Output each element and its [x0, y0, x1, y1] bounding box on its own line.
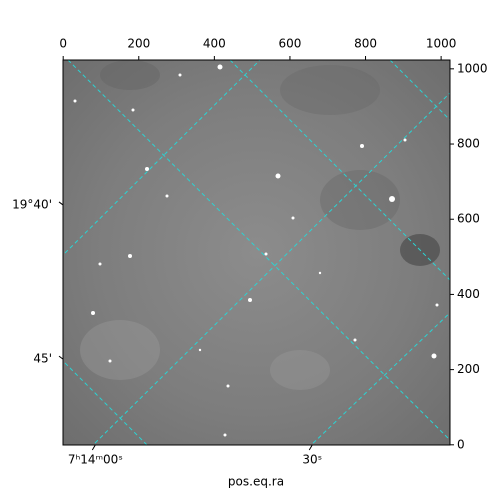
- y-tick-label: 0: [457, 437, 465, 451]
- grid-line: [63, 360, 148, 445]
- x-tick-label: 800: [354, 37, 377, 51]
- dec-tick: [58, 201, 64, 206]
- ra-tick: [91, 444, 96, 451]
- dec-tick: [58, 355, 64, 360]
- grid-line: [310, 312, 450, 445]
- grid-line: [67, 60, 450, 441]
- x-tick-label: 600: [278, 37, 301, 51]
- y-tick-label: 800: [457, 137, 480, 151]
- grid-line: [63, 60, 261, 256]
- sky-image: [63, 60, 450, 445]
- grid-line: [229, 60, 450, 281]
- y-tick-label: 400: [457, 287, 480, 301]
- x-tick-label: 200: [127, 37, 150, 51]
- x-tick-label: 0: [59, 37, 67, 51]
- ra-tick-label: 7ʰ14ᵐ00ˢ: [68, 453, 123, 467]
- y-tick-label: 1000: [457, 61, 488, 75]
- x-axis-label: pos.eq.ra: [228, 475, 284, 489]
- x-tick-label: 400: [203, 37, 226, 51]
- y-tick-label: 200: [457, 362, 480, 376]
- dec-tick-label: 45': [33, 352, 52, 366]
- x-tick-label: 1000: [426, 37, 457, 51]
- coordinate-grid: [63, 60, 450, 445]
- y-tick-label: 600: [457, 212, 480, 226]
- dec-tick-label: 19°40': [12, 197, 52, 211]
- image-texture: [73, 60, 440, 437]
- ra-tick: [308, 444, 313, 451]
- plot-frame: [62, 59, 451, 446]
- grid-line: [92, 92, 450, 445]
- ra-tick-label: 30ˢ: [302, 453, 322, 467]
- grid-line: [389, 60, 450, 121]
